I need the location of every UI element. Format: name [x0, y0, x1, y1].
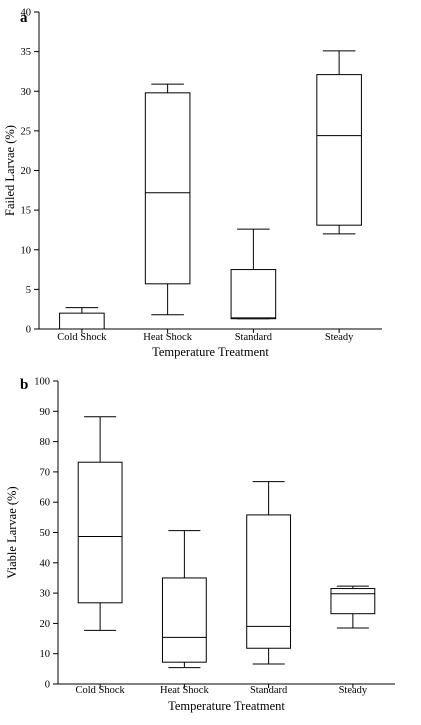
y-tick-label: 90: [40, 407, 51, 418]
x-axis-title: Temperature Treatment: [168, 699, 285, 713]
y-tick-label: 15: [21, 206, 32, 217]
y-tick-label: 40: [21, 8, 32, 19]
iqr-box: [161, 577, 207, 663]
box-cold-shock: [77, 416, 123, 631]
y-tick-label: 10: [40, 649, 51, 660]
y-tick-label: 100: [34, 377, 50, 388]
y-tick-label: 40: [40, 558, 51, 569]
box-standard: [246, 481, 292, 665]
iqr-box: [59, 312, 105, 330]
iqr-box: [330, 588, 376, 615]
iqr-box: [316, 74, 362, 226]
x-category-label: Steady: [339, 685, 368, 696]
x-category-label: Cold Shock: [75, 685, 125, 696]
box-cold-shock: [59, 307, 105, 330]
box-standard: [230, 228, 277, 320]
iqr-box: [77, 461, 123, 604]
box-heat-shock: [161, 530, 207, 669]
y-tick-label: 35: [21, 47, 32, 58]
y-tick-label: 20: [40, 619, 51, 630]
box-heat-shock: [144, 83, 191, 316]
y-tick-label: 10: [21, 245, 32, 256]
y-tick-label: 25: [21, 126, 32, 137]
y-tick-label: 5: [26, 285, 31, 296]
x-category-label: Standard: [250, 685, 288, 696]
chart-panel-a: a 0 5 10 15 20 25 30 35 40 Cold Shock Heat Shock Sta…: [3, 8, 382, 359]
panel-label: a: [20, 10, 28, 26]
y-tick-label: 50: [40, 528, 51, 539]
iqr-box: [246, 514, 292, 649]
x-category-label: Heat Shock: [143, 332, 192, 343]
y-tick-label: 80: [40, 437, 51, 448]
y-axis-title: Failed Larvae (%): [3, 125, 17, 216]
y-tick-label: 30: [40, 589, 51, 600]
y-tick-label: 0: [45, 680, 50, 691]
y-tick-label: 60: [40, 498, 51, 509]
x-category-label: Cold Shock: [57, 332, 107, 343]
box-steady: [316, 50, 362, 235]
y-tick-label: 30: [21, 87, 32, 98]
y-tick-label: 20: [21, 166, 32, 177]
panel-label: b: [20, 377, 28, 393]
x-category-label: Heat Shock: [160, 685, 209, 696]
y-tick-label: 70: [40, 467, 51, 478]
y-axis-title: Viable Larvae (%): [5, 486, 19, 578]
chart-panel-b: b 0 10 20 30 40 50 60 70 80 90 100 Cold Shock Heat Sh…: [5, 377, 395, 713]
x-category-label: Steady: [325, 332, 354, 343]
x-axis-title: Temperature Treatment: [152, 345, 269, 359]
iqr-box: [144, 92, 191, 285]
box-steady: [330, 585, 376, 629]
x-category-label: Standard: [235, 332, 273, 343]
iqr-box: [230, 269, 277, 320]
y-tick-label: 0: [26, 325, 31, 336]
